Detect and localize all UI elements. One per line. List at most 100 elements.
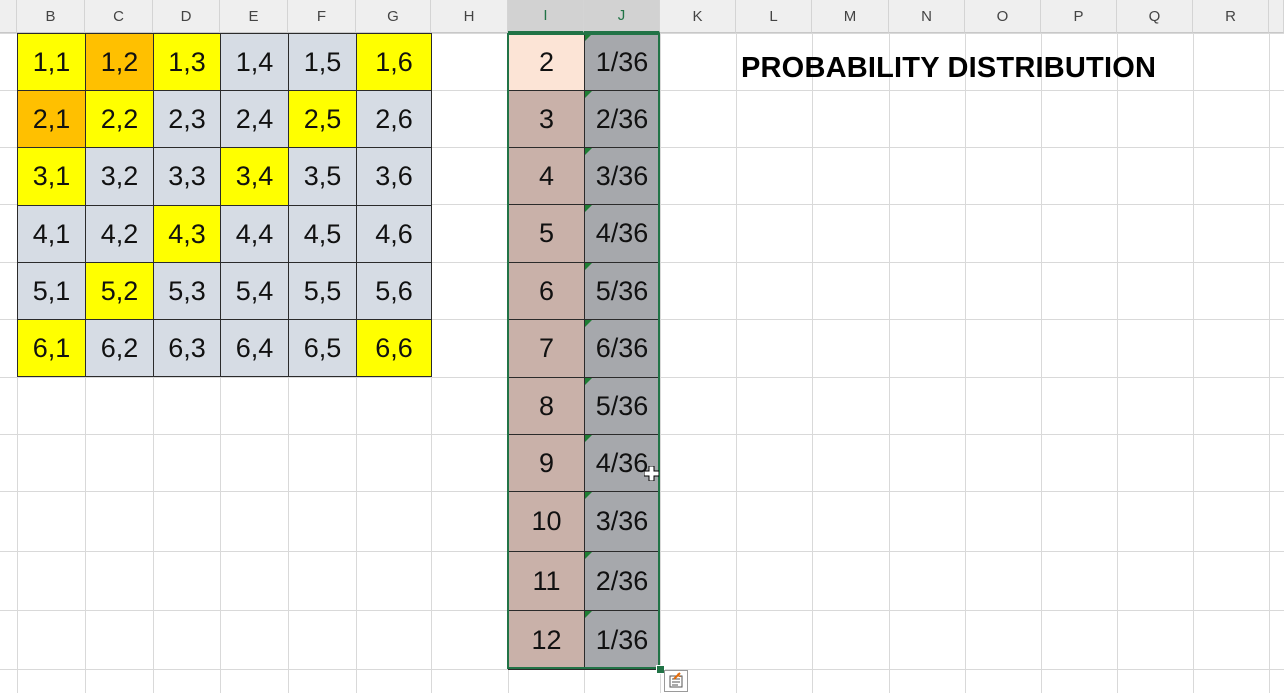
dice-outcome-cell[interactable]: 4,2: [85, 205, 154, 263]
probability-value: 5/36: [595, 390, 649, 421]
dice-outcome-cell[interactable]: 6,6: [356, 319, 432, 377]
dice-outcome-cell[interactable]: 5,6: [356, 262, 432, 320]
dice-outcome-cell[interactable]: 2,2: [85, 90, 154, 148]
dice-outcome-cell[interactable]: 5,4: [220, 262, 289, 320]
gridline: [736, 33, 737, 693]
probability-value: 2/36: [595, 103, 649, 134]
probability-cell[interactable]: 6/36: [584, 319, 660, 378]
dice-outcome-cell[interactable]: 2,3: [153, 90, 221, 148]
sum-cell[interactable]: 7: [508, 319, 585, 378]
sum-cell[interactable]: 12: [508, 610, 585, 670]
probability-value: 2/36: [595, 565, 649, 596]
gridline: [660, 33, 661, 693]
gridline: [1117, 33, 1118, 693]
dice-outcome-cell[interactable]: 6,4: [220, 319, 289, 377]
dice-outcome-cell[interactable]: 6,2: [85, 319, 154, 377]
dice-outcome-cell[interactable]: 6,5: [288, 319, 357, 377]
quick-analysis-button[interactable]: [664, 670, 688, 692]
probability-cell[interactable]: 5/36: [584, 377, 660, 435]
probability-cell[interactable]: 1/36: [584, 33, 660, 91]
column-header[interactable]: E: [220, 0, 288, 33]
dice-outcome-cell[interactable]: 3,1: [17, 147, 86, 206]
probability-value: 4/36: [595, 447, 649, 478]
sum-cell[interactable]: 4: [508, 147, 585, 205]
dice-outcome-cell[interactable]: 1,1: [17, 33, 86, 91]
column-header[interactable]: K: [660, 0, 736, 33]
gridline: [1041, 33, 1042, 693]
dice-outcome-cell[interactable]: 3,5: [288, 147, 357, 206]
column-header[interactable]: [1269, 0, 1284, 33]
dice-outcome-cell[interactable]: 3,2: [85, 147, 154, 206]
dice-outcome-cell[interactable]: 1,6: [356, 33, 432, 91]
dice-outcome-cell[interactable]: 2,6: [356, 90, 432, 148]
probability-cell[interactable]: 5/36: [584, 262, 660, 320]
dice-outcome-cell[interactable]: 4,1: [17, 205, 86, 263]
probability-cell[interactable]: 4/36: [584, 204, 660, 263]
sum-cell[interactable]: 5: [508, 204, 585, 263]
fill-handle[interactable]: [656, 665, 665, 674]
gridline: [1269, 33, 1270, 693]
text-number-warning-indicator: [585, 492, 592, 499]
dice-outcome-cell[interactable]: 2,5: [288, 90, 357, 148]
dice-outcome-cell[interactable]: 6,3: [153, 319, 221, 377]
sum-cell[interactable]: 11: [508, 551, 585, 611]
column-header[interactable]: G: [356, 0, 431, 33]
probability-cell[interactable]: 3/36: [584, 491, 660, 552]
text-number-warning-indicator: [585, 205, 592, 212]
sheet-title[interactable]: PROBABILITY DISTRIBUTION: [741, 52, 1157, 84]
dice-outcome-cell[interactable]: 4,5: [288, 205, 357, 263]
column-header[interactable]: J: [584, 0, 660, 33]
dice-outcome-cell[interactable]: 2,1: [17, 90, 86, 148]
column-header[interactable]: [0, 0, 17, 33]
column-header[interactable]: R: [1193, 0, 1269, 33]
dice-outcome-cell[interactable]: 1,5: [288, 33, 357, 91]
gridline: [812, 33, 813, 693]
probability-cell[interactable]: 1/36: [584, 610, 660, 670]
sum-cell[interactable]: 6: [508, 262, 585, 320]
sum-cell[interactable]: 2: [508, 33, 585, 91]
column-header[interactable]: F: [288, 0, 356, 33]
probability-value: 1/36: [595, 46, 649, 77]
dice-outcome-cell[interactable]: 5,5: [288, 262, 357, 320]
probability-cell[interactable]: 2/36: [584, 551, 660, 611]
probability-cell[interactable]: 4/36: [584, 434, 660, 492]
dice-outcome-cell[interactable]: 5,3: [153, 262, 221, 320]
sum-cell[interactable]: 9: [508, 434, 585, 492]
probability-value: 5/36: [595, 275, 649, 306]
column-header[interactable]: N: [889, 0, 965, 33]
dice-outcome-cell[interactable]: 1,3: [153, 33, 221, 91]
sum-cell[interactable]: 3: [508, 90, 585, 148]
dice-outcome-cell[interactable]: 4,6: [356, 205, 432, 263]
gridline: [889, 33, 890, 693]
dice-outcome-cell[interactable]: 5,2: [85, 262, 154, 320]
dice-outcome-cell[interactable]: 5,1: [17, 262, 86, 320]
dice-outcome-cell[interactable]: 1,2: [85, 33, 154, 91]
dice-outcome-cell[interactable]: 3,3: [153, 147, 221, 206]
dice-outcome-cell[interactable]: 1,4: [220, 33, 289, 91]
column-header[interactable]: D: [153, 0, 220, 33]
dice-outcome-cell[interactable]: 3,6: [356, 147, 432, 206]
column-header[interactable]: B: [17, 0, 85, 33]
text-number-warning-indicator: [585, 552, 592, 559]
dice-outcome-cell[interactable]: 6,1: [17, 319, 86, 377]
probability-cell[interactable]: 2/36: [584, 90, 660, 148]
column-header[interactable]: H: [431, 0, 508, 33]
sum-cell[interactable]: 10: [508, 491, 585, 552]
column-header[interactable]: O: [965, 0, 1041, 33]
column-header[interactable]: C: [85, 0, 153, 33]
dice-outcome-cell[interactable]: 4,3: [153, 205, 221, 263]
text-number-warning-indicator: [585, 91, 592, 98]
column-header[interactable]: L: [736, 0, 812, 33]
dice-outcome-cell[interactable]: 4,4: [220, 205, 289, 263]
column-header[interactable]: P: [1041, 0, 1117, 33]
text-number-warning-indicator: [585, 148, 592, 155]
dice-outcome-cell[interactable]: 2,4: [220, 90, 289, 148]
probability-value: 3/36: [595, 160, 649, 191]
column-header[interactable]: M: [812, 0, 889, 33]
column-header[interactable]: Q: [1117, 0, 1193, 33]
sum-cell[interactable]: 8: [508, 377, 585, 435]
probability-cell[interactable]: 3/36: [584, 147, 660, 205]
column-header[interactable]: I: [508, 0, 584, 33]
dice-outcome-cell[interactable]: 3,4: [220, 147, 289, 206]
